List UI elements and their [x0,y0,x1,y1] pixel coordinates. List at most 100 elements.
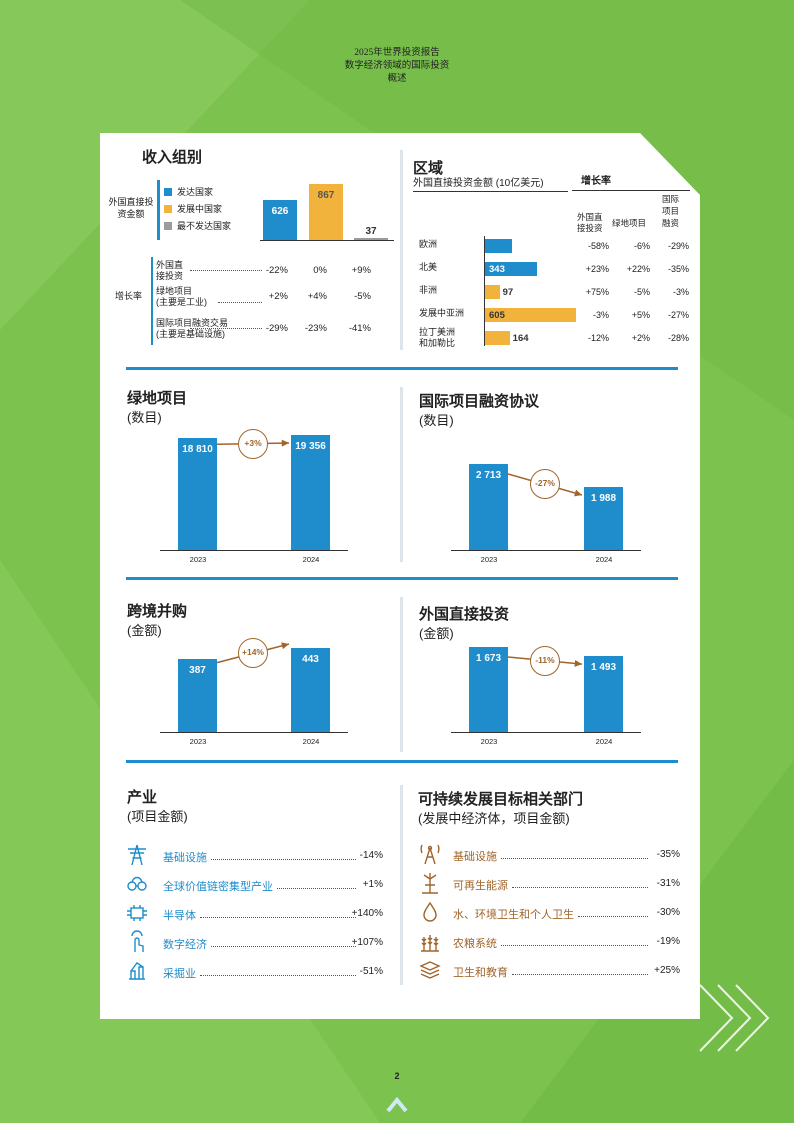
sdg-item-value: -31% [656,878,680,889]
leader-dots [200,975,356,976]
chart-subtitle: (金额) [127,623,162,638]
region-growth-value: -58% [587,241,609,251]
water-drop-icon [418,900,442,924]
chart-bar-label: 1 988 [590,492,617,504]
leader-dots [190,270,262,271]
chart-bar [291,435,330,550]
income-bar [354,237,388,240]
industry-item-label: 基础设施 [163,852,207,864]
chart-bar-label: 2 713 [475,470,502,481]
income-bar [309,184,343,240]
growth-value: -5% [354,291,371,302]
region-col-header: 绿地项目 [612,218,647,228]
card-shape [100,133,700,1019]
change-badge: -27% [530,469,560,500]
sdg-item-value: -35% [656,849,680,860]
region-bar [485,331,510,345]
growth-value: -23% [304,323,327,334]
growth-value: +9% [351,265,371,276]
region-growth-title: 增长率 [581,176,611,187]
region-subtitle: 外国直接投资金额 (10亿美元) [413,178,544,189]
region-growth-value: +75% [585,287,609,297]
chart-bar-label: 1 493 [590,662,617,674]
leader-dots [501,858,648,859]
chart-bar [291,648,330,732]
industry-item-value: +140% [351,908,383,919]
chart-subtitle: (金额) [419,626,454,641]
chart-baseline [451,732,641,733]
region-growth-value: -6% [633,241,650,251]
region-growth-rule [572,190,690,191]
region-bar-label: 182 [515,241,532,252]
region-col-header: 外国直 [577,212,603,222]
growth-row-label: 接投资 [156,271,184,281]
income-bar-label: 626 [271,205,289,217]
region-bar-label: 164 [512,333,529,344]
legend-swatch-developing [164,205,172,213]
semiconductor-icon [125,901,149,925]
industry-item-label: 采掘业 [163,968,196,980]
region-growth-value: +5% [631,310,650,320]
region-name: 发展中亚洲 [419,308,465,318]
report-title: 2025年世界投资报告 [354,48,440,58]
books-icon [418,958,442,982]
legend-ldc: 最不发达国家 [177,221,232,231]
income-growth-label: 增长率 [115,291,143,301]
change-badge: -11% [530,645,560,676]
chart-year-label: 2023 [480,737,498,746]
income-bar-label: 867 [317,190,335,201]
growth-bracket [151,257,153,345]
up-arrow-icon [386,1096,408,1113]
chart-year-label: 2024 [302,737,320,746]
income-fdi-label: 外国直接投资金额 [108,197,154,219]
sdg-item-value: -30% [656,907,680,918]
industry-item-value: -14% [359,850,383,861]
region-bar-label: 343 [489,264,505,275]
growth-value: 0% [313,265,327,276]
sdg-item-label: 可再生能源 [453,880,508,892]
divider-top [400,150,403,350]
region-bar [485,239,513,253]
growth-row-label: (主要是基础设施) [156,329,225,339]
renewable-energy-icon [418,871,442,895]
wheat-icon [418,929,442,953]
chart-bar [469,464,508,550]
chart-bar-label: 18 810 [182,444,213,456]
chart-baseline [160,550,348,551]
leader-dots [512,974,648,975]
chart-year-label: 2024 [595,737,613,746]
growth-row-label: 外国直 [156,260,184,270]
income-baseline [260,240,394,241]
region-subtitle-rule [413,191,568,192]
growth-row-label: (主要是工业) [156,297,207,307]
chart-bar-label: 387 [189,664,206,676]
chart-title: 国际项目融资协议 [419,393,540,410]
leader-dots [211,946,356,947]
chart-bar-label: 19 356 [295,441,326,452]
chart-year-label: 2023 [189,555,207,564]
rule-1 [126,367,678,370]
growth-row-label: 绿地项目 [156,286,193,296]
region-growth-value: -3% [592,310,609,320]
industry-item-value: -51% [359,966,383,977]
industry-title: 产业 [127,789,158,806]
chart-year-label: 2024 [302,555,320,564]
region-growth-value: -27% [667,310,689,320]
sdg-item-label: 农粮系统 [453,938,497,950]
industry-item-label: 半导体 [163,910,196,922]
touch-icon [125,930,149,954]
region-name: 非洲 [419,285,438,295]
growth-value: +2% [268,291,288,302]
change-badge: +14% [238,638,268,669]
mining-icon [125,959,149,983]
legend-developing: 发展中国家 [177,204,223,214]
sdg-item-value: -19% [656,936,680,947]
supply-chain-icon [125,872,149,896]
industry-item-value: +1% [362,879,383,890]
chart-year-label: 2024 [595,555,613,564]
sdg-item-label: 卫生和教育 [453,967,508,979]
region-growth-value: -29% [667,241,689,251]
leader-dots [512,887,648,888]
legend-developed: 发达国家 [177,187,214,197]
page-number: 2 [394,1071,400,1081]
